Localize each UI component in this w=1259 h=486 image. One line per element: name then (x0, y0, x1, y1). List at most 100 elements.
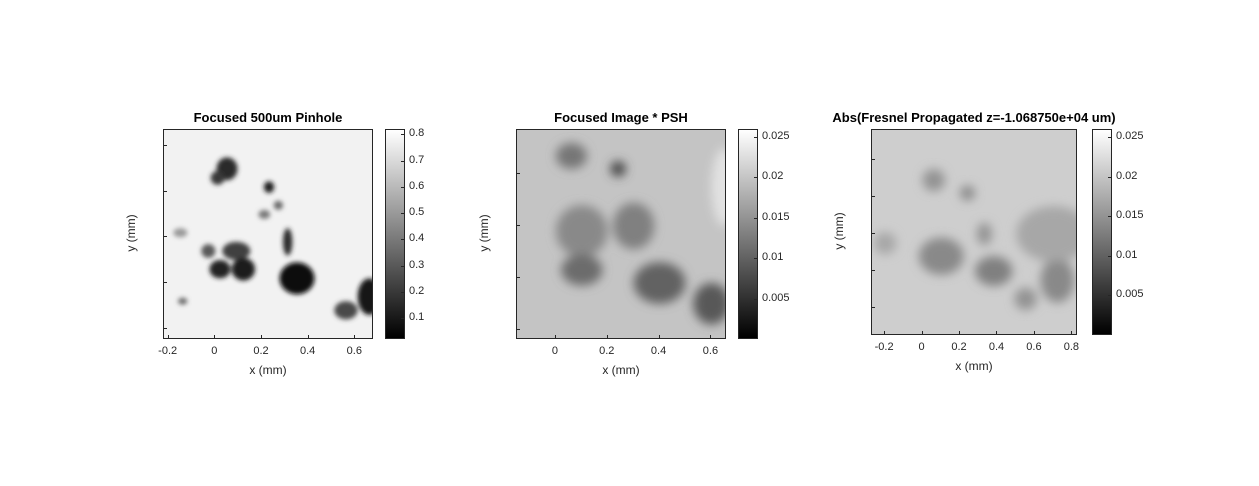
image-feature (222, 241, 251, 261)
y-tick-mark (871, 232, 875, 234)
image-feature (711, 148, 725, 226)
colorbar-tick-mark (401, 134, 405, 136)
image-feature (976, 222, 992, 246)
colorbar-tick-mark (754, 177, 758, 179)
colorbar-tick-mark (401, 291, 405, 293)
x-tick-mark (921, 331, 923, 335)
colorbar (738, 129, 758, 339)
x-tick-mark (167, 335, 169, 339)
y-tick-mark (163, 144, 167, 146)
colorbar-tick-mark (1108, 295, 1112, 297)
image-feature (263, 181, 275, 193)
image-feature (610, 161, 626, 177)
image-feature (693, 282, 725, 325)
y-tick-mark (871, 270, 875, 272)
x-tick-label: 0 (551, 345, 558, 357)
x-tick-label: 0.2 (253, 345, 269, 357)
colorbar-tick-mark (754, 298, 758, 300)
colorbar-tick-label: 0.025 (1116, 129, 1144, 142)
y-tick-mark (163, 236, 167, 238)
colorbar-tick-mark (401, 213, 405, 214)
image-feature (561, 254, 603, 286)
x-tick-label: 0.6 (702, 345, 719, 357)
image-feature (922, 168, 946, 192)
x-axis-label: x (mm) (249, 363, 287, 377)
image-feature (178, 297, 188, 305)
colorbar-tick-label: 0.01 (762, 251, 784, 264)
x-tick-mark (884, 331, 886, 335)
x-tick-mark (1071, 331, 1073, 335)
image-feature (1040, 258, 1075, 303)
x-tick-label: 0.4 (650, 345, 667, 357)
x-tick-mark (554, 335, 556, 339)
y-tick-mark (516, 328, 520, 330)
x-tick-mark (214, 335, 216, 339)
image-feature (612, 202, 655, 250)
x-tick-label: 0 (918, 341, 925, 353)
colorbar-tick-label: 0.6 (409, 179, 425, 192)
y-tick-mark (871, 158, 875, 160)
image-feature (258, 209, 271, 220)
x-axis-label: x (mm) (955, 359, 993, 373)
colorbar-tick-mark (401, 186, 405, 188)
x-tick-mark (658, 335, 660, 339)
image-feature (975, 256, 1013, 286)
image-feature (960, 185, 975, 201)
chart-title: Focused 500um Pinhole (193, 110, 343, 125)
image-svg (164, 130, 372, 338)
image-feature (334, 301, 358, 320)
x-tick-label: -0.2 (874, 341, 894, 353)
colorbar-tick-label: 0.02 (762, 170, 784, 183)
x-tick-label: -0.2 (158, 345, 178, 357)
x-tick-label: 0.4 (988, 341, 1005, 353)
image-feature (357, 278, 372, 315)
x-tick-label: 0.6 (1026, 341, 1042, 353)
y-tick-mark (516, 224, 520, 226)
image-svg (872, 130, 1076, 334)
x-tick-mark (354, 335, 356, 339)
colorbar-tick-label: 0.025 (762, 130, 790, 143)
x-axis-label: x (mm) (602, 363, 640, 377)
y-tick-mark (516, 173, 520, 175)
x-tick-label: 0 (211, 345, 218, 357)
colorbar-tick-label: 0.5 (409, 206, 425, 218)
colorbar-tick-label: 0.01 (1116, 248, 1138, 261)
colorbar-tick-mark (1108, 216, 1112, 218)
colorbar (1092, 129, 1112, 335)
image-plot (163, 129, 373, 339)
colorbar-tick-mark (1108, 176, 1112, 178)
y-axis-label: y (mm) (477, 214, 491, 252)
colorbar-tick-mark (754, 137, 758, 139)
colorbar-tick-label: 0.8 (409, 127, 425, 140)
image-feature (555, 205, 608, 258)
y-tick-mark (516, 276, 520, 278)
x-tick-label: 0.8 (1063, 341, 1080, 353)
x-tick-label: 0.6 (346, 345, 362, 357)
y-tick-mark (871, 195, 875, 197)
x-tick-label: 0.4 (300, 345, 316, 357)
image-feature (231, 257, 255, 281)
colorbar-tick-mark (1108, 255, 1112, 257)
chart-title: Focused Image * PSH (554, 110, 688, 125)
image-plot (871, 129, 1077, 335)
image-feature (873, 232, 897, 255)
y-tick-mark (163, 190, 167, 192)
colorbar-tick-mark (1108, 136, 1112, 138)
image-feature (173, 228, 188, 238)
y-tick-mark (871, 307, 875, 309)
colorbar-tick-mark (401, 318, 405, 319)
image-feature (273, 200, 283, 210)
image-feature (210, 171, 225, 185)
image-feature (1014, 287, 1037, 311)
image-feature (201, 244, 216, 258)
x-tick-mark (710, 335, 712, 339)
image-plot (516, 129, 726, 339)
image-svg (517, 130, 725, 338)
image-feature (209, 260, 231, 279)
image-feature (918, 237, 964, 275)
colorbar-tick-label: 0.005 (762, 291, 790, 304)
image-feature (1016, 206, 1076, 262)
colorbar-tick-mark (754, 258, 758, 260)
colorbar-tick-label: 0.005 (1116, 288, 1144, 301)
colorbar-tick-mark (401, 160, 405, 162)
